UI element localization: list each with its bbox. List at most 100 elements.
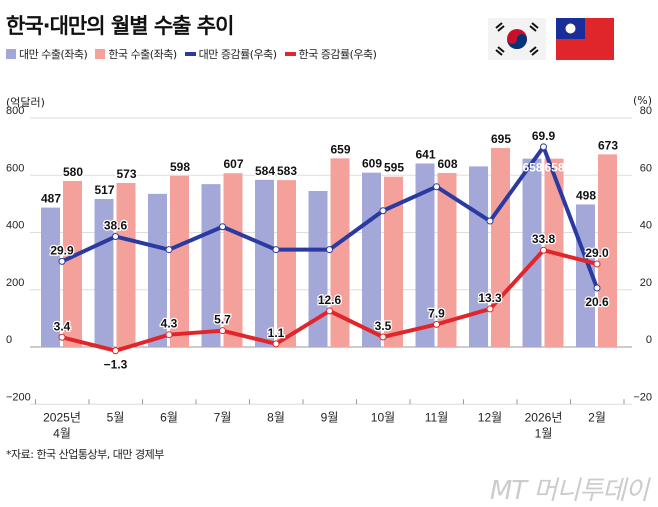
bar-taiwan	[522, 158, 542, 347]
line-point	[58, 333, 66, 341]
legend-swatch	[184, 52, 196, 56]
line-taiwan-growth	[61, 144, 599, 289]
bar-taiwan	[469, 166, 488, 347]
line-point	[593, 260, 601, 268]
line-point	[112, 347, 119, 355]
x-tick-label: 6월	[160, 410, 178, 424]
korea-flag-icon	[488, 18, 546, 60]
data-label: 20.6	[585, 295, 609, 309]
data-label: 12.6	[318, 293, 342, 307]
bar-korea	[437, 172, 457, 347]
legend-label: 한국 증감률(우축)	[298, 48, 377, 61]
legend-item-korea-growth: 한국 증감률(우축)	[284, 46, 377, 62]
left-tick-label: 600	[6, 162, 24, 174]
line-point	[165, 331, 173, 339]
x-tick-label: 2월	[588, 410, 606, 424]
bar-korea	[63, 180, 82, 347]
line-point	[486, 305, 494, 313]
data-label: 7.9	[428, 306, 445, 320]
right-tick-label: 20	[640, 277, 652, 289]
right-tick-label: 40	[640, 220, 652, 232]
line-point	[165, 246, 173, 254]
data-label: 695	[491, 132, 511, 146]
chart-title: 한국·대만의 월별 수출 추이	[6, 14, 234, 38]
data-label: −1.3	[104, 358, 128, 372]
bar-korea	[491, 148, 510, 347]
data-label: 659	[330, 142, 350, 156]
bar-taiwan	[148, 193, 167, 347]
line-point	[219, 223, 226, 231]
x-tick-label: 1월	[535, 426, 553, 440]
legend-swatch	[95, 49, 106, 59]
data-label: 3.5	[375, 319, 392, 333]
x-tick-label: 2025년	[43, 410, 81, 424]
line-point	[272, 340, 280, 348]
bar-taiwan	[201, 184, 221, 347]
bar-taiwan	[415, 163, 435, 347]
data-label: 487	[41, 192, 61, 206]
x-tick-label: 10월	[371, 410, 395, 424]
bar-korea	[116, 182, 136, 347]
line-point	[58, 257, 66, 265]
bar-korea	[384, 176, 403, 347]
left-axis-unit: (억달러)	[6, 96, 45, 109]
legend-swatch	[284, 52, 296, 56]
line-point	[486, 217, 494, 225]
data-label: 583	[277, 164, 297, 178]
bar-korea	[223, 173, 243, 347]
bar-korea	[170, 175, 189, 347]
data-label: 598	[170, 160, 190, 174]
line-point	[219, 327, 226, 335]
line-point	[593, 284, 601, 292]
x-tick-label: 8월	[267, 410, 285, 424]
line-point	[540, 246, 547, 254]
watermark-logo: MT 머니투데이	[489, 476, 649, 506]
left-tick-label: 800	[6, 105, 24, 117]
data-label: 580	[63, 165, 83, 179]
bar-taiwan	[94, 199, 114, 347]
data-label: 69.9	[532, 129, 556, 143]
legend-swatch	[6, 49, 16, 59]
data-label: 38.6	[104, 219, 128, 233]
x-tick-label: 11월	[425, 410, 449, 424]
bar-korea	[598, 154, 617, 347]
bar-taiwan	[255, 179, 274, 347]
legend-item-korea-exports: 한국 수출(좌축)	[95, 46, 177, 62]
x-tick-label: 7월	[214, 410, 232, 424]
data-label: 33.8	[532, 232, 556, 246]
right-tick-label: 60	[640, 162, 652, 174]
legend-label: 대만 수출(좌축)	[19, 48, 88, 61]
data-label: 607	[223, 157, 243, 171]
left-tick-label: −200	[6, 391, 31, 403]
bar-taiwan	[41, 207, 60, 347]
x-tick-label: 5월	[107, 410, 125, 424]
left-tick-label: 0	[6, 334, 12, 346]
data-label: 1.1	[268, 326, 285, 340]
data-label: 658	[544, 161, 564, 175]
line-point	[433, 320, 440, 328]
bar-korea	[277, 180, 296, 347]
line-point	[112, 233, 119, 241]
right-tick-label: −20	[633, 391, 652, 403]
data-label: 658	[522, 161, 542, 175]
data-label: 3.4	[54, 319, 71, 333]
x-tick-label: 12월	[478, 410, 502, 424]
x-tick-label: 9월	[321, 410, 339, 424]
data-label: 498	[576, 188, 596, 202]
data-label: 517	[94, 183, 114, 197]
legend: 대만 수출(좌축) 한국 수출(좌축) 대만 증감률(우축) 한국 증감률(우축…	[6, 46, 377, 62]
data-label: 595	[384, 161, 404, 175]
x-tick-label: 4월	[53, 426, 71, 440]
x-tick-label: 2026년	[525, 410, 563, 424]
right-axis-unit: (%)	[632, 94, 652, 107]
legend-label: 대만 증감률(우축)	[198, 48, 277, 61]
line-point	[433, 183, 440, 191]
data-label: 608	[437, 157, 457, 171]
legend-item-taiwan-growth: 대만 증감률(우축)	[184, 46, 277, 62]
data-label: 609	[362, 157, 382, 171]
left-tick-label: 200	[6, 277, 24, 289]
line-point	[326, 246, 333, 254]
data-label: 4.3	[161, 317, 178, 331]
